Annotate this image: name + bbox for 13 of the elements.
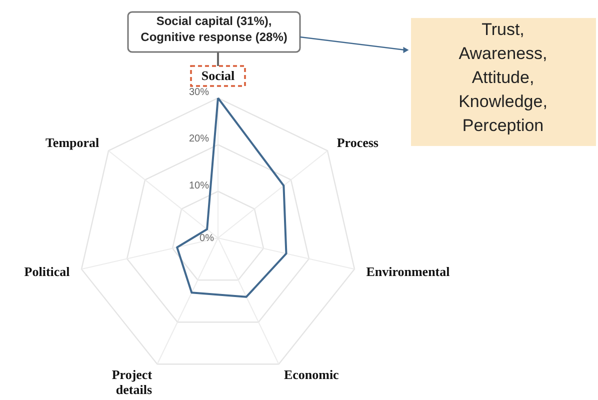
spoke-label: Process xyxy=(336,135,378,150)
spoke-label: Project details xyxy=(112,366,153,397)
spoke-label: Temporal xyxy=(45,135,100,150)
spoke-label: Social xyxy=(201,68,235,83)
spoke-label: Environmental xyxy=(366,264,450,279)
text: Social capital (31%), Cognitive response (28%) xyxy=(140,14,288,44)
spoke-label: Political xyxy=(24,264,70,279)
y-tick-label: 10% xyxy=(188,180,210,192)
y-tick-label: 30% xyxy=(188,87,210,98)
spoke-label: Economic xyxy=(284,366,340,382)
text: Trust, Awareness, Attitude, Knowledge, Perception xyxy=(458,20,548,135)
y-tick-label: 0% xyxy=(200,233,214,244)
y-tick-label: 20% xyxy=(188,134,210,145)
